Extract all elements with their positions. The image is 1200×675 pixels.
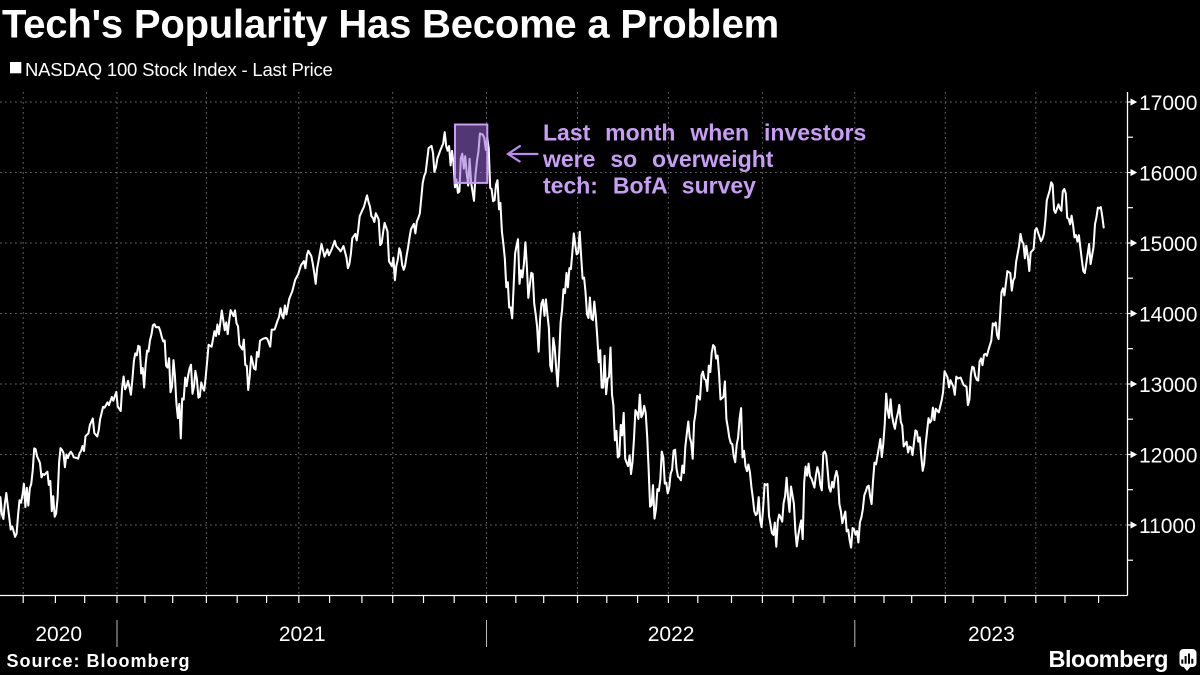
- svg-text:11000: 11000: [1139, 515, 1196, 538]
- svg-text:14000: 14000: [1139, 303, 1197, 326]
- svg-text:Source: Bloomberg: Source: Bloomberg: [7, 651, 191, 671]
- svg-text:2021: 2021: [279, 623, 326, 646]
- svg-text:17000: 17000: [1139, 92, 1197, 115]
- svg-text:15000: 15000: [1139, 233, 1197, 256]
- svg-text:16000: 16000: [1139, 162, 1197, 185]
- svg-text:13000: 13000: [1139, 374, 1197, 397]
- svg-text:NASDAQ 100 Stock Index - Last: NASDAQ 100 Stock Index - Last Price: [25, 59, 333, 80]
- svg-text:2023: 2023: [968, 623, 1015, 646]
- svg-text:Tech's Popularity Has Become a: Tech's Popularity Has Become a Problem: [2, 3, 779, 47]
- svg-text:were so overweight: were so overweight: [542, 146, 774, 172]
- svg-text:Last month when investors: Last month when investors: [543, 120, 866, 146]
- svg-text:2022: 2022: [648, 623, 695, 646]
- svg-text:2020: 2020: [35, 623, 82, 646]
- svg-text:Bloomberg: Bloomberg: [1048, 646, 1168, 672]
- svg-text:12000: 12000: [1139, 444, 1197, 467]
- svg-text:tech: BofA survey: tech: BofA survey: [543, 173, 756, 199]
